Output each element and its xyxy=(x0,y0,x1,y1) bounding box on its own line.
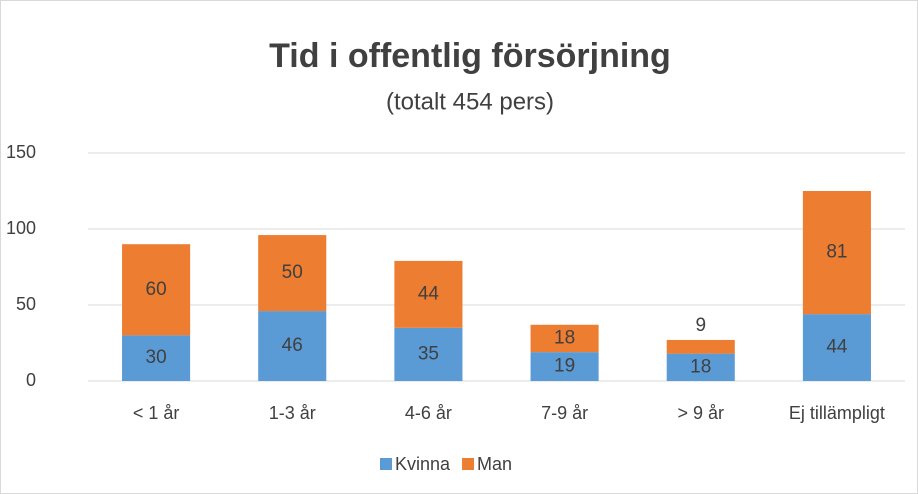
data-label: 19 xyxy=(554,356,575,377)
chart-title: Tid i offentlig försörjning xyxy=(269,37,671,75)
y-tick-label: 150 xyxy=(6,142,36,162)
data-label: 44 xyxy=(826,337,848,358)
data-label: 18 xyxy=(554,327,575,348)
data-label: 44 xyxy=(418,283,440,304)
bar-segment xyxy=(802,314,871,381)
bar-segment xyxy=(666,339,735,354)
x-tick-label: > 9 år xyxy=(677,403,724,423)
x-tick-label: Ej tillämpligt xyxy=(789,403,885,423)
bar-segment xyxy=(258,311,327,381)
y-tick-label: 0 xyxy=(26,370,36,390)
bar-segment xyxy=(122,244,191,336)
bar-segment xyxy=(394,327,463,381)
data-label: 9 xyxy=(695,315,706,336)
data-label: 81 xyxy=(826,242,847,263)
bar-segment xyxy=(122,335,191,381)
bar-segment xyxy=(530,352,599,381)
chart-subtitle: (totalt 454 pers) xyxy=(386,88,554,115)
legend-swatch xyxy=(380,458,392,470)
bar-segment xyxy=(666,353,735,381)
bar-segment xyxy=(802,191,871,315)
x-tick-label: < 1 år xyxy=(133,403,180,423)
legend-label: Man xyxy=(477,454,512,474)
data-label: 60 xyxy=(146,279,167,300)
data-label: 35 xyxy=(418,343,439,364)
data-label: 18 xyxy=(690,356,711,377)
legend-swatch xyxy=(462,458,475,470)
data-label: 46 xyxy=(282,335,303,356)
bar-segment xyxy=(258,235,327,312)
bar-segment xyxy=(394,260,463,328)
y-tick-label: 50 xyxy=(16,294,36,314)
legend-label: Kvinna xyxy=(395,454,451,474)
bar-segment xyxy=(530,324,599,353)
data-label: 30 xyxy=(146,347,167,368)
data-label: 50 xyxy=(282,262,303,283)
x-tick-label: 4-6 år xyxy=(405,403,452,423)
y-tick-label: 100 xyxy=(6,218,36,238)
x-tick-label: 1-3 år xyxy=(269,403,316,423)
x-tick-label: 7-9 år xyxy=(541,403,588,423)
